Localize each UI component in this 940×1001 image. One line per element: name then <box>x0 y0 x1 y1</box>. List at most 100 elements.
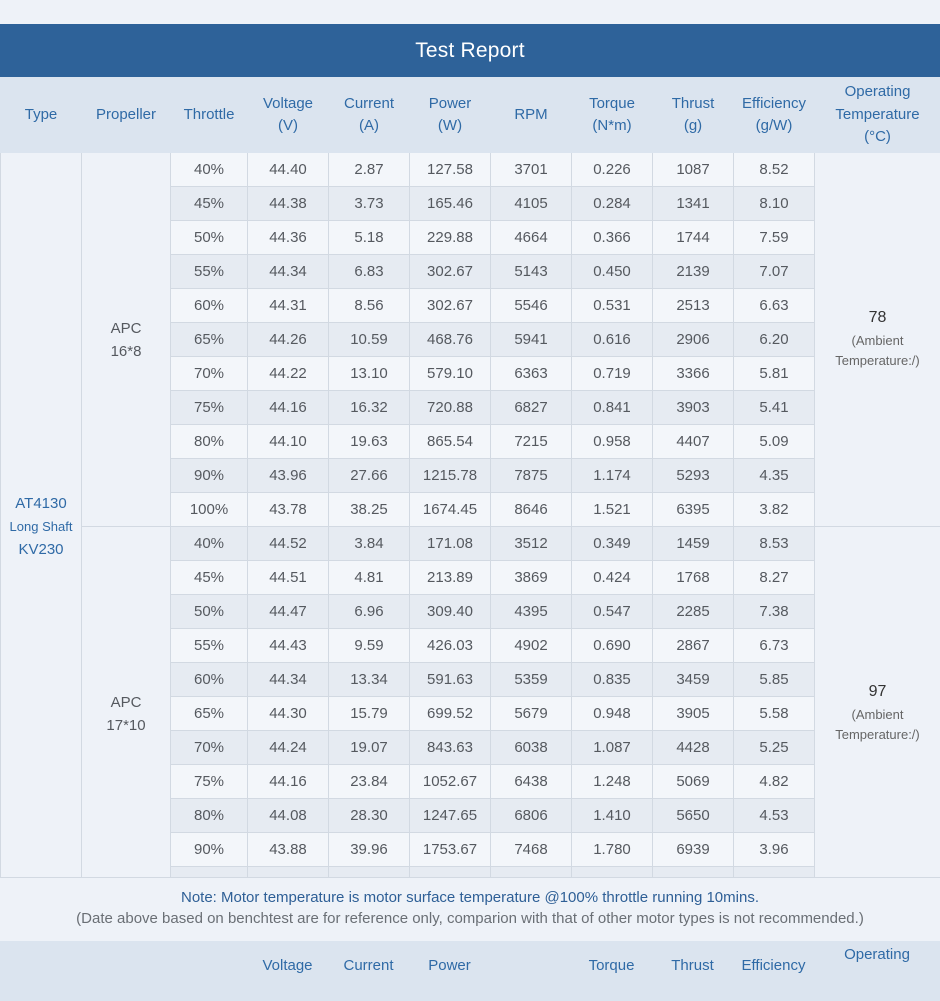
cell-current: 6.96 <box>329 595 410 629</box>
motor-shaft: Long Shaft <box>10 519 73 534</box>
cell-rpm: 5546 <box>491 289 572 323</box>
cell-thrust: 4428 <box>653 731 734 765</box>
cell-rpm: 6827 <box>491 391 572 425</box>
cell-thrust: 1341 <box>653 187 734 221</box>
cell-current: 13.10 <box>329 357 410 391</box>
cell-torque: 0.531 <box>572 289 653 323</box>
cell-efficiency: 5.85 <box>734 663 815 697</box>
cell-power: 1215.78 <box>410 459 491 493</box>
cell-voltage: 44.51 <box>248 561 329 595</box>
next-header-voltage: Voltage <box>247 955 328 978</box>
cell-efficiency: 4.35 <box>734 459 815 493</box>
cell-torque: 0.948 <box>572 697 653 731</box>
cell-efficiency: 7.07 <box>734 255 815 289</box>
cell-voltage: 44.26 <box>248 323 329 357</box>
cell-thrust: 5293 <box>653 459 734 493</box>
cell-power: 171.08 <box>410 527 491 561</box>
cell-rpm: 3512 <box>491 527 572 561</box>
cell-torque: 0.450 <box>572 255 653 289</box>
cell-efficiency: 3.96 <box>734 833 815 867</box>
cell-rpm: 5143 <box>491 255 572 289</box>
cell-throttle: 50% <box>171 221 248 255</box>
note-main: Note: Motor temperature is motor surface… <box>0 889 940 906</box>
temperature-note-2: Temperature:/) <box>835 727 920 742</box>
cell-thrust: 4407 <box>653 425 734 459</box>
cell-efficiency: 4.53 <box>734 799 815 833</box>
cell-thrust: 2867 <box>653 629 734 663</box>
header-current: Current(A) <box>329 78 410 153</box>
cell-current: 19.07 <box>329 731 410 765</box>
cell-efficiency: 6.73 <box>734 629 815 663</box>
cell-thrust: 2906 <box>653 323 734 357</box>
cell-torque: 0.547 <box>572 595 653 629</box>
cell-rpm: 6038 <box>491 731 572 765</box>
cell-torque: 0.424 <box>572 561 653 595</box>
cell-current: 8.56 <box>329 289 410 323</box>
cell-rpm: 3869 <box>491 561 572 595</box>
cell-thrust: 1459 <box>653 527 734 561</box>
cell-power: 1753.67 <box>410 833 491 867</box>
cell-thrust: 6939 <box>653 833 734 867</box>
cell-power: 720.88 <box>410 391 491 425</box>
cell-voltage: 44.22 <box>248 357 329 391</box>
cell-efficiency: 8.53 <box>734 527 815 561</box>
next-header-current: Current <box>328 955 409 978</box>
cell-rpm: 3701 <box>491 153 572 187</box>
header-propeller: Propeller <box>82 78 171 153</box>
cell-current: 2.87 <box>329 153 410 187</box>
cell-throttle: 80% <box>171 425 248 459</box>
next-header-power: Power <box>409 955 490 978</box>
cell-rpm: 4395 <box>491 595 572 629</box>
cell-power: 699.52 <box>410 697 491 731</box>
cell-current: 27.66 <box>329 459 410 493</box>
cell-current: 10.59 <box>329 323 410 357</box>
cell-torque: 0.366 <box>572 221 653 255</box>
cell-throttle: 55% <box>171 255 248 289</box>
cell-efficiency: 8.10 <box>734 187 815 221</box>
cell-thrust: 3903 <box>653 391 734 425</box>
note-disclaimer: (Date above based on benchtest are for r… <box>0 910 940 927</box>
header-efficiency: Efficiency(g/W) <box>734 78 815 153</box>
cell-power: 213.89 <box>410 561 491 595</box>
report-title: Test Report <box>415 39 525 63</box>
cell-efficiency: 5.81 <box>734 357 815 391</box>
cell-voltage: 44.16 <box>248 765 329 799</box>
cell-voltage: 44.47 <box>248 595 329 629</box>
next-header-operating: Operating <box>814 944 940 967</box>
cell-torque: 0.616 <box>572 323 653 357</box>
cell-power: 302.67 <box>410 255 491 289</box>
cell-rpm: 4902 <box>491 629 572 663</box>
header-power: Power(W) <box>410 78 491 153</box>
cell-rpm: 6363 <box>491 357 572 391</box>
cell-rpm: 4664 <box>491 221 572 255</box>
cell-voltage: 44.31 <box>248 289 329 323</box>
cell-thrust: 1744 <box>653 221 734 255</box>
test-report-table: Type Propeller Throttle Voltage(V) Curre… <box>0 77 940 901</box>
cell-voltage: 44.30 <box>248 697 329 731</box>
cell-current: 6.83 <box>329 255 410 289</box>
cell-current: 15.79 <box>329 697 410 731</box>
cell-rpm: 5679 <box>491 697 572 731</box>
cell-torque: 0.690 <box>572 629 653 663</box>
motor-kv: KV230 <box>18 541 63 558</box>
cell-rpm: 8646 <box>491 493 572 527</box>
temperature-note-2: Temperature:/) <box>835 353 920 368</box>
cell-voltage: 44.36 <box>248 221 329 255</box>
cell-torque: 1.087 <box>572 731 653 765</box>
next-header-thrust: Thrust <box>652 955 733 978</box>
cell-power: 1674.45 <box>410 493 491 527</box>
temperature-note-1: (Ambient <box>851 333 903 348</box>
header-type: Type <box>1 78 82 153</box>
cell-thrust: 3905 <box>653 697 734 731</box>
cell-voltage: 44.43 <box>248 629 329 663</box>
cell-throttle: 100% <box>171 493 248 527</box>
cell-efficiency: 8.27 <box>734 561 815 595</box>
cell-throttle: 70% <box>171 357 248 391</box>
next-table-header-partial: Voltage Current Power Torque Thrust Effi… <box>0 941 940 1001</box>
cell-throttle: 80% <box>171 799 248 833</box>
cell-efficiency: 5.25 <box>734 731 815 765</box>
